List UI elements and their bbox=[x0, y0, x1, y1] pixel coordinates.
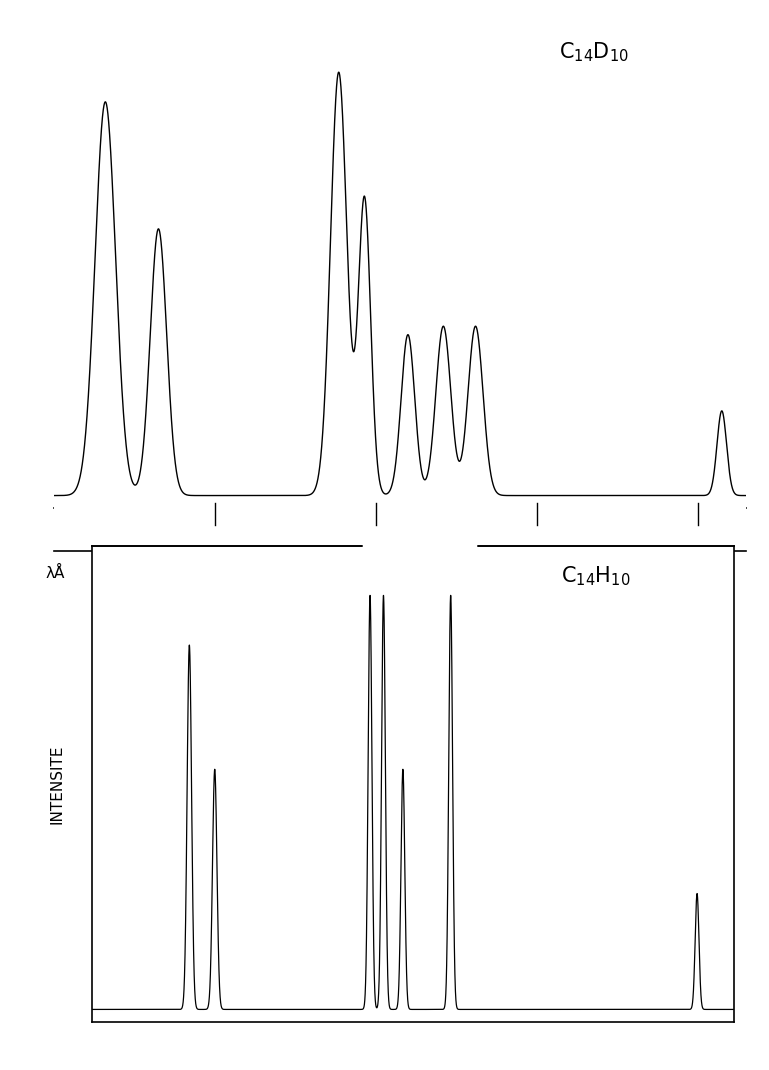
FancyBboxPatch shape bbox=[362, 538, 478, 553]
Text: 4890: 4890 bbox=[516, 566, 558, 583]
Text: 4900: 4900 bbox=[355, 566, 397, 583]
Text: C$_{14}$D$_{10}$: C$_{14}$D$_{10}$ bbox=[559, 41, 629, 64]
Text: 4910: 4910 bbox=[194, 566, 236, 583]
Text: INTENSITE: INTENSITE bbox=[49, 744, 65, 824]
Text: 488: 488 bbox=[682, 566, 714, 583]
Text: C$_{14}$H$_{10}$: C$_{14}$H$_{10}$ bbox=[561, 565, 631, 588]
Text: λÅ: λÅ bbox=[46, 566, 65, 581]
